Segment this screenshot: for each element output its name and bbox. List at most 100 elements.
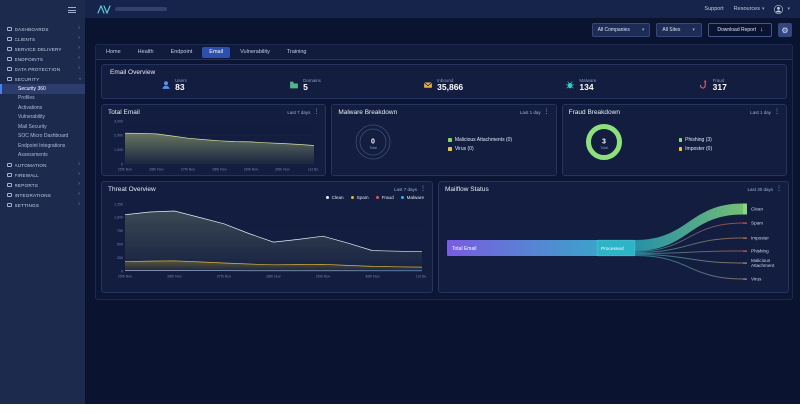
kebab-menu-icon[interactable]: ⋮ [543,109,550,116]
period-label: Last 7 days [287,109,311,115]
tab-vulnerability[interactable]: Vulnerability [240,49,270,55]
sidebar-subitem-activations[interactable]: Activations [18,104,43,111]
tab-endpoint[interactable]: Endpoint [170,49,193,55]
sidebar-item-endpoints[interactable]: ENDPOINTS › [0,54,85,64]
tab-email[interactable]: Email [202,46,231,58]
email-overview-panel: Email Overview Users 83 [101,64,787,99]
threat-overview-card: Threat Overview Last 7 days ⋮ Clean Spam F… [101,180,433,293]
legend-dot-icon [350,195,354,199]
tab-home[interactable]: Home [106,49,121,55]
legend-label: Imposter (0) [685,145,713,152]
sidebar-item-label: SETTINGS [14,202,40,208]
chevron-icon: › [78,25,80,32]
sidebar-item-reports[interactable]: REPORTS › [0,180,85,190]
user-menu[interactable]: ▾ [774,4,790,14]
svg-text:1,250: 1,250 [114,202,123,206]
svg-text:1,000: 1,000 [114,216,123,220]
svg-text:27th Nov: 27th Nov [181,167,196,171]
chevron-down-icon: ▾ [641,27,645,33]
sidebar-item-firewall[interactable]: FIREWALL › [0,170,85,180]
svg-text:Processed: Processed [601,246,624,252]
reports-icon [7,182,12,188]
card-title: Malware Breakdown [338,108,398,116]
sidebar-item-data-protection[interactable]: DATA PROTECTION › [0,64,85,74]
resources-menu[interactable]: Resources ▾ [734,6,765,12]
svg-text:Total: Total [600,146,608,150]
malware-breakdown-card: Malware Breakdown Last 1 day ⋮ 0 Total Ma… [331,103,557,176]
legend-label: Spam [356,194,369,200]
clients-icon [7,36,12,42]
dashboard-tabs: Home Health Endpoint Email Vulnerability Trai… [96,45,792,60]
stat-value: 35,866 [437,82,464,93]
legend-swatch-icon [448,147,452,151]
sidebar-item-settings[interactable]: SETTINGS › [0,200,85,210]
support-link[interactable]: Support [704,6,724,12]
sidebar-subitem-assessments[interactable]: Assessments [18,152,48,159]
card-title: Threat Overview [108,185,156,193]
sidebar-subitem-mail-security[interactable]: Mail Security [18,123,47,130]
endpoints-icon [7,56,12,62]
sites-filter-value: All Sites [662,27,681,33]
stat-fraud: Fraud 317 [699,78,727,93]
threat-overview-chart: 0 250 500 750 1,000 1,250 25th Nov 26th Nov 27th… [108,201,428,284]
gear-icon: ⚙ [781,25,789,35]
companies-filter-dropdown[interactable]: All Companies ▾ [591,23,651,37]
legend-swatch-icon [448,138,452,142]
svg-text:27th Nov: 27th Nov [217,274,232,278]
mailflow-sankey-chart: Clean Spam Imposter Phishing Malicious Attach… [445,196,782,295]
svg-text:25th Nov: 25th Nov [118,167,133,171]
kebab-menu-icon[interactable]: ⋮ [420,186,426,193]
sidebar-item-label: SECURITY [14,76,40,82]
svg-text:Total: Total [370,146,378,150]
svg-text:1st Dec: 1st Dec [308,167,318,171]
sidebar-subitem-security-360[interactable]: Security 360 [0,84,85,94]
svg-text:28th Nov: 28th Nov [266,274,281,278]
kebab-menu-icon[interactable]: ⋮ [773,109,780,116]
sidebar-subitem-vulnerability[interactable]: Vulnerability [18,114,46,121]
legend-item: Clean [325,195,344,200]
download-report-button[interactable]: Download Report ↓ [708,23,772,37]
settings-icon-button[interactable]: ⚙ [778,23,792,37]
stat-value: 83 [175,82,185,93]
svg-text:25th Nov: 25th Nov [118,274,133,278]
card-title: Mailflow Status [445,185,489,193]
sidebar-item-security[interactable]: SECURITY › [0,74,85,84]
svg-text:0: 0 [371,138,375,145]
kebab-menu-icon[interactable]: ⋮ [313,109,320,116]
tab-training[interactable]: Training [286,49,307,55]
sidebar-item-dashboards[interactable]: DASHBOARDS › [0,24,85,34]
svg-text:Virus: Virus [751,277,762,282]
svg-text:1st Dec: 1st Dec [416,274,426,278]
sidebar-collapse-icon[interactable] [68,7,76,15]
sidebar-subitem-soc-micro-dashboard[interactable]: SOC Micro Dashboard [18,133,69,140]
malware-legend: Malicious Attachments (0) Virus (0) [448,137,512,152]
legend-label: Malware [406,194,424,200]
sidebar-item-service-delivery[interactable]: SERVICE DELIVERY › [0,44,85,54]
chevron-icon: › [78,171,80,178]
envelope-icon [424,82,433,89]
svg-text:29th Nov: 29th Nov [316,274,331,278]
sidebar-item-label: INTEGRATIONS [14,192,52,198]
tab-health[interactable]: Health [137,49,154,55]
legend-item: Virus (0) [448,146,512,152]
sidebar-subitem-endpoint-integrations[interactable]: Endpoint Integrations [18,142,66,149]
svg-text:750: 750 [117,229,123,233]
fraud-donut-chart: 3 Total [581,119,627,170]
sidebar-item-automation[interactable]: AUTOMATION › [0,160,85,170]
card-title: Total Email [108,108,140,116]
legend-dot-icon [375,195,379,199]
dashboards-icon [7,26,12,32]
sidebar-item-clients[interactable]: CLIENTS › [0,34,85,44]
sidebar-item-integrations[interactable]: INTEGRATIONS › [0,190,85,200]
sidebar-item-label: DASHBOARDS [14,26,49,32]
kebab-menu-icon[interactable]: ⋮ [776,186,782,193]
bug-icon [566,81,575,89]
stat-value: 134 [579,82,594,93]
sites-filter-dropdown[interactable]: All Sites ▾ [656,23,703,37]
sidebar-subitem-profiles[interactable]: Profiles [18,95,35,102]
download-icon: ↓ [760,27,763,33]
settings-icon [7,202,12,208]
stat-value: 5 [303,82,308,93]
stat-domains: Domains 5 [289,78,321,93]
svg-text:Attachment: Attachment [751,263,775,268]
